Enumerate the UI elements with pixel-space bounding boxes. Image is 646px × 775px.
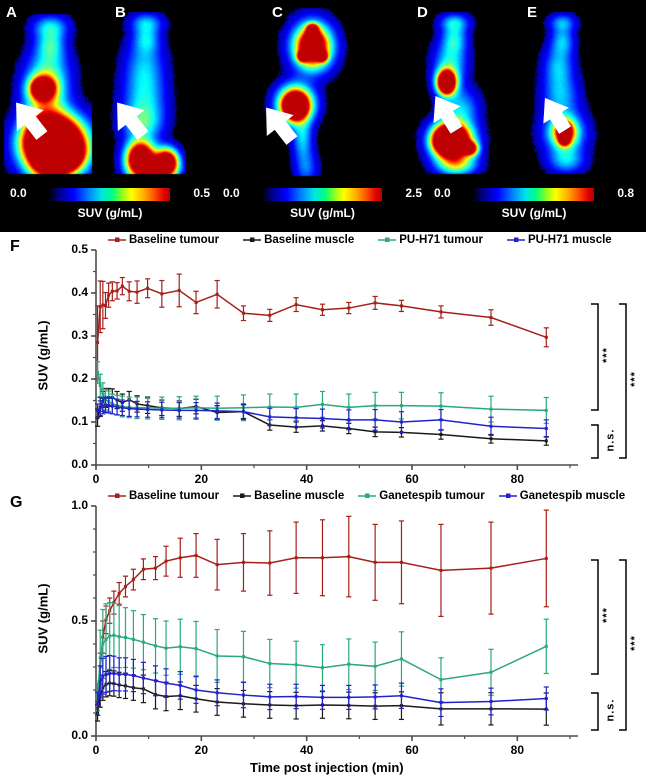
colorbar-3-max: 0.8 (617, 186, 634, 200)
legend-item-baseline-tumour[interactable]: Baseline tumour (108, 490, 219, 502)
sig-bracket-upper (591, 304, 598, 410)
legend-item-baseline-tumour[interactable]: Baseline tumour (108, 234, 219, 246)
legend-label: PU-H71 muscle (528, 234, 612, 246)
sig-label-lower: n.s. (604, 698, 616, 721)
plot-area-g (0, 488, 646, 775)
y-tick-label: 0.0 (54, 728, 88, 742)
legend-label: Baseline tumour (129, 490, 219, 502)
y-tick-label: 0.4 (54, 285, 88, 299)
legend-marker-icon (378, 235, 396, 245)
y-tick-label: 0.5 (54, 613, 88, 627)
sig-bracket-outer (619, 560, 626, 730)
x-tick-label: 80 (502, 743, 532, 757)
pet-image-strip: A B C D E 0.0 0.5 SUV (g/mL) 0.0 2.5 SUV… (0, 0, 646, 232)
colorbar-3: 0.0 0.8 SUV (g/mL) (432, 184, 636, 230)
x-tick-label: 40 (292, 743, 322, 757)
colorbar-1-label: SUV (g/mL) (8, 206, 212, 220)
white-arrow-icon-e (534, 92, 576, 136)
x-tick-label: 0 (81, 743, 111, 757)
chart-panel-f: F SUV (g/mL) Baseline tumour Baseline mus… (0, 232, 646, 490)
y-tick-label: 0.0 (54, 457, 88, 471)
colorbar-3-gradient (474, 188, 594, 201)
x-tick-label: 60 (397, 743, 427, 757)
colorbar-2-gradient (263, 188, 382, 201)
legend-label: Ganetespib tumour (379, 490, 484, 502)
y-tick-label: 1.0 (54, 498, 88, 512)
x-tick-label: 60 (397, 472, 427, 486)
figure-root: A B C D E 0.0 0.5 SUV (g/mL) 0.0 2.5 SUV… (0, 0, 646, 775)
pet-panel-label-c: C (272, 4, 283, 21)
legend-item-ganetespib-muscle[interactable]: Ganetespib muscle (499, 490, 625, 502)
legend-item-pu-h71-muscle[interactable]: PU-H71 muscle (507, 234, 612, 246)
legend-f: Baseline tumour Baseline muscle PU-H71 tum… (108, 234, 612, 246)
sig-label-upper: *** (601, 347, 613, 363)
legend-item-baseline-muscle[interactable]: Baseline muscle (243, 234, 354, 246)
colorbar-1: 0.0 0.5 SUV (g/mL) (8, 184, 212, 230)
x-tick-label: 80 (502, 472, 532, 486)
sig-bracket-lower (591, 693, 598, 730)
colorbar-3-label: SUV (g/mL) (432, 206, 636, 220)
colorbar-1-max: 0.5 (193, 186, 210, 200)
legend-item-pu-h71-tumour[interactable]: PU-H71 tumour (378, 234, 483, 246)
legend-label: PU-H71 tumour (399, 234, 483, 246)
y-axis-label-f: SUV (g/mL) (36, 320, 51, 390)
pet-panel-label-b: B (115, 4, 126, 21)
chart-panel-g: G SUV (g/mL) Time post injection (min) B… (0, 488, 646, 775)
x-tick-label: 40 (292, 472, 322, 486)
legend-label: Baseline muscle (264, 234, 354, 246)
legend-g: Baseline tumour Baseline muscle Ganetespib… (108, 490, 625, 502)
legend-marker-icon (358, 491, 376, 501)
plot-area-f (0, 232, 646, 490)
y-tick-label: 0.3 (54, 328, 88, 342)
colorbar-2-min: 0.0 (223, 186, 240, 200)
sig-bracket-lower (591, 425, 598, 458)
legend-marker-icon (108, 491, 126, 501)
colorbar-2-label: SUV (g/mL) (221, 206, 424, 220)
pet-panel-label-a: A (6, 4, 17, 21)
y-axis-label-g: SUV (g/mL) (36, 583, 51, 653)
legend-label: Ganetespib muscle (520, 490, 625, 502)
legend-marker-icon (108, 235, 126, 245)
legend-item-ganetespib-tumour[interactable]: Ganetespib tumour (358, 490, 484, 502)
colorbar-1-min: 0.0 (10, 186, 27, 200)
sig-label-outer: *** (629, 635, 641, 651)
colorbar-3-min: 0.0 (434, 186, 451, 200)
panel-letter-g: G (10, 494, 22, 512)
sig-bracket-outer (619, 304, 626, 458)
y-tick-label: 0.2 (54, 371, 88, 385)
panel-letter-f: F (10, 238, 20, 256)
legend-item-baseline-muscle[interactable]: Baseline muscle (233, 490, 344, 502)
pet-panel-label-e: E (527, 4, 537, 21)
pet-panel-label-d: D (417, 4, 428, 21)
white-arrow-icon-d (424, 90, 468, 136)
x-tick-label: 20 (186, 472, 216, 486)
legend-marker-icon (507, 235, 525, 245)
legend-marker-icon (499, 491, 517, 501)
legend-marker-icon (243, 235, 261, 245)
sig-bracket-upper (591, 560, 598, 674)
legend-label: Baseline tumour (129, 234, 219, 246)
colorbar-2: 0.0 2.5 SUV (g/mL) (221, 184, 424, 230)
white-arrow-icon-b (107, 95, 153, 143)
sig-label-outer: *** (629, 371, 641, 387)
colorbar-1-gradient (50, 188, 170, 201)
colorbar-2-max: 2.5 (405, 186, 422, 200)
x-tick-label: 0 (81, 472, 111, 486)
y-tick-label: 0.5 (54, 242, 88, 256)
white-arrow-icon-c (256, 100, 302, 148)
white-arrow-icon-a (6, 95, 52, 143)
legend-marker-icon (233, 491, 251, 501)
sig-label-lower: n.s. (604, 428, 616, 451)
y-tick-label: 0.1 (54, 414, 88, 428)
x-axis-label-g: Time post injection (min) (250, 760, 404, 775)
sig-label-upper: *** (601, 607, 613, 623)
x-tick-label: 20 (186, 743, 216, 757)
legend-label: Baseline muscle (254, 490, 344, 502)
